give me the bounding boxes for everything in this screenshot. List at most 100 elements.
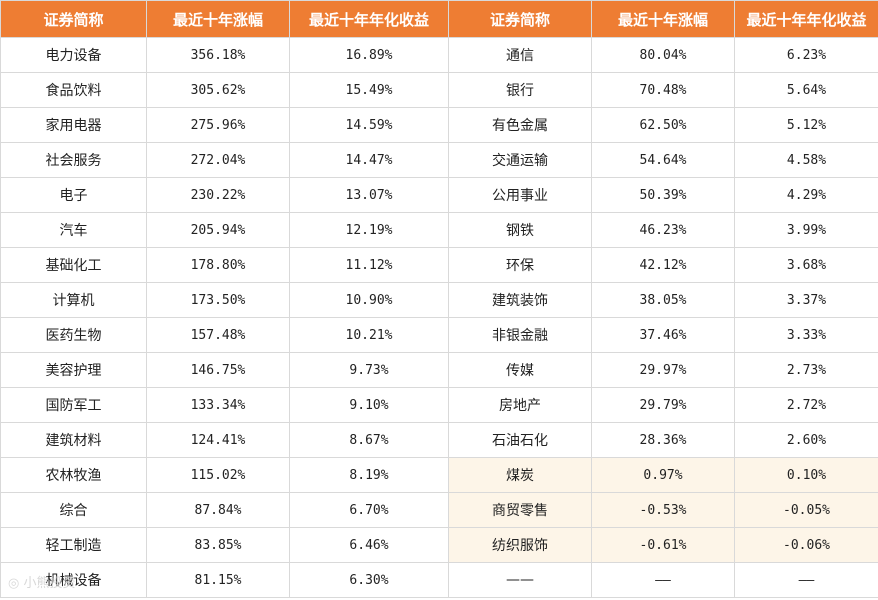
header-row: 证券简称 最近十年涨幅 最近十年年化收益 证券简称 最近十年涨幅 最近十年年化收… bbox=[0, 0, 878, 38]
annualized-return-left: 8.67% bbox=[289, 422, 449, 458]
ten-year-gain-left: 356.18% bbox=[146, 37, 290, 73]
table-row: 社会服务 272.04% 14.47% 交通运输 54.64% 4.58% bbox=[0, 142, 878, 178]
industry-name-left: 社会服务 bbox=[0, 142, 147, 178]
table-row: 美容护理 146.75% 9.73% 传媒 29.97% 2.73% bbox=[0, 352, 878, 388]
ten-year-gain-left: 146.75% bbox=[146, 352, 290, 388]
industry-name-right: 公用事业 bbox=[448, 177, 592, 213]
table-row: 基础化工 178.80% 11.12% 环保 42.12% 3.68% bbox=[0, 247, 878, 283]
annualized-return-left: 12.19% bbox=[289, 212, 449, 248]
ten-year-gain-left: 83.85% bbox=[146, 527, 290, 563]
industry-name-left: 家用电器 bbox=[0, 107, 147, 143]
table-row: 综合 87.84% 6.70% 商贸零售 -0.53% -0.05% bbox=[0, 492, 878, 528]
ten-year-gain-left: 87.84% bbox=[146, 492, 290, 528]
annualized-return-left: 10.90% bbox=[289, 282, 449, 318]
ten-year-gain-right: —— bbox=[591, 562, 735, 598]
industry-name-right: 非银金融 bbox=[448, 317, 592, 353]
table-row: 电力设备 356.18% 16.89% 通信 80.04% 6.23% bbox=[0, 37, 878, 73]
table-row: 农林牧渔 115.02% 8.19% 煤炭 0.97% 0.10% bbox=[0, 457, 878, 493]
ten-year-gain-right: -0.53% bbox=[591, 492, 735, 528]
table-row: 食品饮料 305.62% 15.49% 银行 70.48% 5.64% bbox=[0, 72, 878, 108]
industry-name-right: 交通运输 bbox=[448, 142, 592, 178]
annualized-return-right: 5.64% bbox=[734, 72, 878, 108]
industry-name-left: 汽车 bbox=[0, 212, 147, 248]
annualized-return-left: 9.73% bbox=[289, 352, 449, 388]
annualized-return-right: 3.68% bbox=[734, 247, 878, 283]
table-row: 医药生物 157.48% 10.21% 非银金融 37.46% 3.33% bbox=[0, 317, 878, 353]
industry-name-left: 基础化工 bbox=[0, 247, 147, 283]
industry-name-left: 轻工制造 bbox=[0, 527, 147, 563]
ten-year-gain-right: 50.39% bbox=[591, 177, 735, 213]
annualized-return-right: 2.72% bbox=[734, 387, 878, 423]
ten-year-gain-left: 275.96% bbox=[146, 107, 290, 143]
industry-name-left: 综合 bbox=[0, 492, 147, 528]
annualized-return-left: 8.19% bbox=[289, 457, 449, 493]
industry-name-right: 通信 bbox=[448, 37, 592, 73]
annualized-return-left: 9.10% bbox=[289, 387, 449, 423]
ten-year-gain-left: 115.02% bbox=[146, 457, 290, 493]
ten-year-gain-right: 38.05% bbox=[591, 282, 735, 318]
ten-year-gain-right: 29.79% bbox=[591, 387, 735, 423]
industry-name-right: 传媒 bbox=[448, 352, 592, 388]
industry-name-left: 美容护理 bbox=[0, 352, 147, 388]
header-annual-right: 最近十年年化收益 bbox=[734, 0, 878, 38]
ten-year-gain-left: 133.34% bbox=[146, 387, 290, 423]
ten-year-gain-right: 62.50% bbox=[591, 107, 735, 143]
ten-year-gain-right: 70.48% bbox=[591, 72, 735, 108]
header-name-left: 证券简称 bbox=[0, 0, 147, 38]
ten-year-gain-left: 230.22% bbox=[146, 177, 290, 213]
annualized-return-right: 3.33% bbox=[734, 317, 878, 353]
table-body: 电力设备 356.18% 16.89% 通信 80.04% 6.23% 食品饮料 305.62… bbox=[0, 37, 878, 598]
industry-name-right: 商贸零售 bbox=[448, 492, 592, 528]
industry-name-right: 纺织服饰 bbox=[448, 527, 592, 563]
ten-year-gain-left: 178.80% bbox=[146, 247, 290, 283]
annualized-return-right: 4.58% bbox=[734, 142, 878, 178]
ten-year-gain-left: 173.50% bbox=[146, 282, 290, 318]
industry-name-left: 国防军工 bbox=[0, 387, 147, 423]
header-name-right: 证券简称 bbox=[448, 0, 592, 38]
annualized-return-right: 2.73% bbox=[734, 352, 878, 388]
annualized-return-right: 3.37% bbox=[734, 282, 878, 318]
annualized-return-right: -0.06% bbox=[734, 527, 878, 563]
ten-year-gain-right: 42.12% bbox=[591, 247, 735, 283]
ten-year-gain-right: 28.36% bbox=[591, 422, 735, 458]
annualized-return-right: 2.60% bbox=[734, 422, 878, 458]
ten-year-gain-left: 157.48% bbox=[146, 317, 290, 353]
industry-name-left: 建筑材料 bbox=[0, 422, 147, 458]
industry-name-left: 食品饮料 bbox=[0, 72, 147, 108]
ten-year-gain-right: 0.97% bbox=[591, 457, 735, 493]
table-row: 建筑材料 124.41% 8.67% 石油石化 28.36% 2.60% bbox=[0, 422, 878, 458]
industry-name-right: 煤炭 bbox=[448, 457, 592, 493]
annualized-return-left: 10.21% bbox=[289, 317, 449, 353]
table-row: 汽车 205.94% 12.19% 钢铁 46.23% 3.99% bbox=[0, 212, 878, 248]
industry-name-right: 环保 bbox=[448, 247, 592, 283]
industry-name-left: 医药生物 bbox=[0, 317, 147, 353]
ten-year-gain-left: 81.15% bbox=[146, 562, 290, 598]
table-row: 国防军工 133.34% 9.10% 房地产 29.79% 2.72% bbox=[0, 387, 878, 423]
header-annual-left: 最近十年年化收益 bbox=[289, 0, 449, 38]
industry-name-right: 钢铁 bbox=[448, 212, 592, 248]
annualized-return-right: 0.10% bbox=[734, 457, 878, 493]
industry-name-left: 机械设备 bbox=[0, 562, 147, 598]
annualized-return-left: 6.46% bbox=[289, 527, 449, 563]
annualized-return-right: 5.12% bbox=[734, 107, 878, 143]
annualized-return-right: —— bbox=[734, 562, 878, 598]
annualized-return-left: 14.47% bbox=[289, 142, 449, 178]
industry-name-right: 房地产 bbox=[448, 387, 592, 423]
annualized-return-right: -0.05% bbox=[734, 492, 878, 528]
industry-name-left: 计算机 bbox=[0, 282, 147, 318]
industry-name-right: 建筑装饰 bbox=[448, 282, 592, 318]
ten-year-gain-right: 46.23% bbox=[591, 212, 735, 248]
ten-year-gain-left: 305.62% bbox=[146, 72, 290, 108]
annualized-return-right: 4.29% bbox=[734, 177, 878, 213]
annualized-return-left: 6.30% bbox=[289, 562, 449, 598]
annualized-return-left: 14.59% bbox=[289, 107, 449, 143]
annualized-return-left: 6.70% bbox=[289, 492, 449, 528]
table-row: 轻工制造 83.85% 6.46% 纺织服饰 -0.61% -0.06% bbox=[0, 527, 878, 563]
industry-name-right: 石油石化 bbox=[448, 422, 592, 458]
annualized-return-right: 6.23% bbox=[734, 37, 878, 73]
ten-year-gain-right: 37.46% bbox=[591, 317, 735, 353]
annualized-return-left: 15.49% bbox=[289, 72, 449, 108]
industry-name-left: 农林牧渔 bbox=[0, 457, 147, 493]
industry-name-right: 银行 bbox=[448, 72, 592, 108]
